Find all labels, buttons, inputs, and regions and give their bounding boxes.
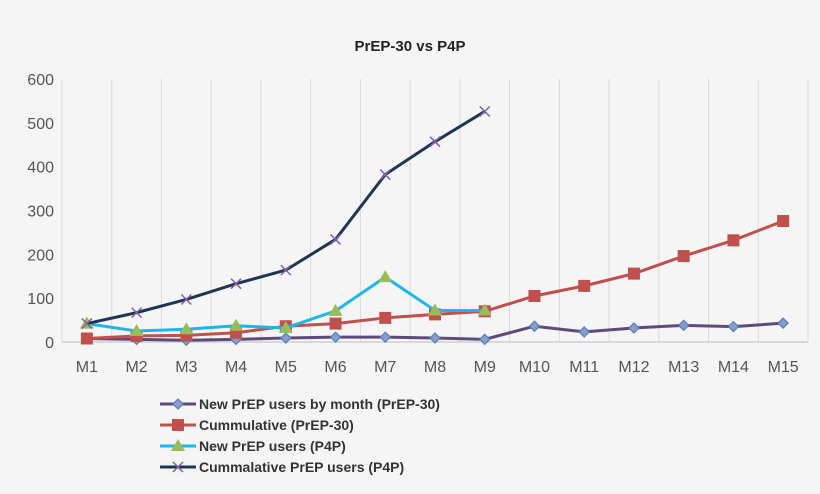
data-point-2-4 xyxy=(278,320,293,333)
y-tick-label: 100 xyxy=(27,291,54,308)
data-point-1-0 xyxy=(80,332,93,345)
x-tick-label: M12 xyxy=(618,359,649,376)
y-tick-label: 600 xyxy=(27,72,54,89)
data-point-3-8 xyxy=(479,105,491,117)
legend-label: New PrEP users by month (PrEP-30) xyxy=(199,396,440,412)
data-point-0-6 xyxy=(379,331,392,344)
legend-label: Cummalative PrEP users (P4P) xyxy=(199,459,404,475)
data-point-3-7 xyxy=(429,136,441,148)
y-tick-label: 300 xyxy=(27,204,54,221)
x-tick-label: M8 xyxy=(424,359,446,376)
data-point-0-12 xyxy=(677,319,690,332)
data-point-1-6 xyxy=(379,311,392,324)
x-tick-label: M3 xyxy=(175,359,197,376)
legend-marker-3 xyxy=(172,461,184,473)
x-tick-label: M15 xyxy=(768,359,799,376)
data-point-1-13 xyxy=(727,234,740,247)
data-point-3-2 xyxy=(180,293,192,306)
series-line-1 xyxy=(86,219,784,340)
x-tick-label: M2 xyxy=(125,359,147,376)
y-tick-label: 500 xyxy=(27,116,54,133)
data-point-0-4 xyxy=(279,332,292,344)
x-tick-label: M7 xyxy=(374,359,396,376)
x-tick-label: M5 xyxy=(275,359,297,376)
data-point-1-5 xyxy=(329,317,342,330)
data-point-0-9 xyxy=(528,320,541,333)
data-point-2-5 xyxy=(328,303,343,316)
data-point-3-0 xyxy=(81,318,93,330)
legend-marker-0 xyxy=(172,398,184,410)
data-point-1-12 xyxy=(677,250,690,263)
y-tick-label: 400 xyxy=(27,160,54,177)
data-point-1-9 xyxy=(528,289,541,302)
data-point-3-4 xyxy=(280,264,292,276)
data-point-0-11 xyxy=(628,322,640,334)
legend-label: Cummulative (PrEP-30) xyxy=(199,417,354,433)
x-tick-label: M4 xyxy=(225,359,247,376)
data-point-1-14 xyxy=(777,215,790,228)
data-point-2-8 xyxy=(477,303,492,316)
y-tick-label: 0 xyxy=(45,335,54,352)
legend-marker-1 xyxy=(172,419,184,431)
data-point-2-2 xyxy=(179,322,194,335)
x-tick-label: M10 xyxy=(519,359,550,376)
x-tick-label: M1 xyxy=(76,359,98,376)
data-point-2-3 xyxy=(229,318,244,331)
x-tick-label: M9 xyxy=(474,359,496,376)
data-point-0-8 xyxy=(478,333,491,346)
data-point-0-7 xyxy=(429,332,441,344)
data-point-2-7 xyxy=(428,303,442,316)
data-point-0-13 xyxy=(727,320,740,333)
chart-title: PrEP-30 vs P4P xyxy=(354,38,466,55)
legend-marker-2 xyxy=(171,439,185,451)
data-point-2-1 xyxy=(129,324,144,337)
data-point-1-11 xyxy=(627,267,640,280)
x-tick-label: M6 xyxy=(324,359,346,376)
x-tick-label: M14 xyxy=(718,359,749,376)
data-point-0-14 xyxy=(777,317,789,330)
data-point-3-6 xyxy=(379,169,391,181)
x-tick-label: M13 xyxy=(668,359,699,376)
data-point-2-6 xyxy=(378,270,393,283)
data-point-0-5 xyxy=(329,331,342,344)
data-point-3-1 xyxy=(131,307,143,319)
data-point-1-10 xyxy=(578,279,591,292)
series-line-3 xyxy=(86,110,486,326)
y-tick-label: 200 xyxy=(27,247,54,264)
data-point-3-5 xyxy=(330,233,342,245)
legend-label: New PrEP users (P4P) xyxy=(199,438,346,454)
data-point-3-3 xyxy=(230,278,242,290)
x-tick-label: M11 xyxy=(569,359,599,376)
data-point-0-10 xyxy=(578,326,591,338)
